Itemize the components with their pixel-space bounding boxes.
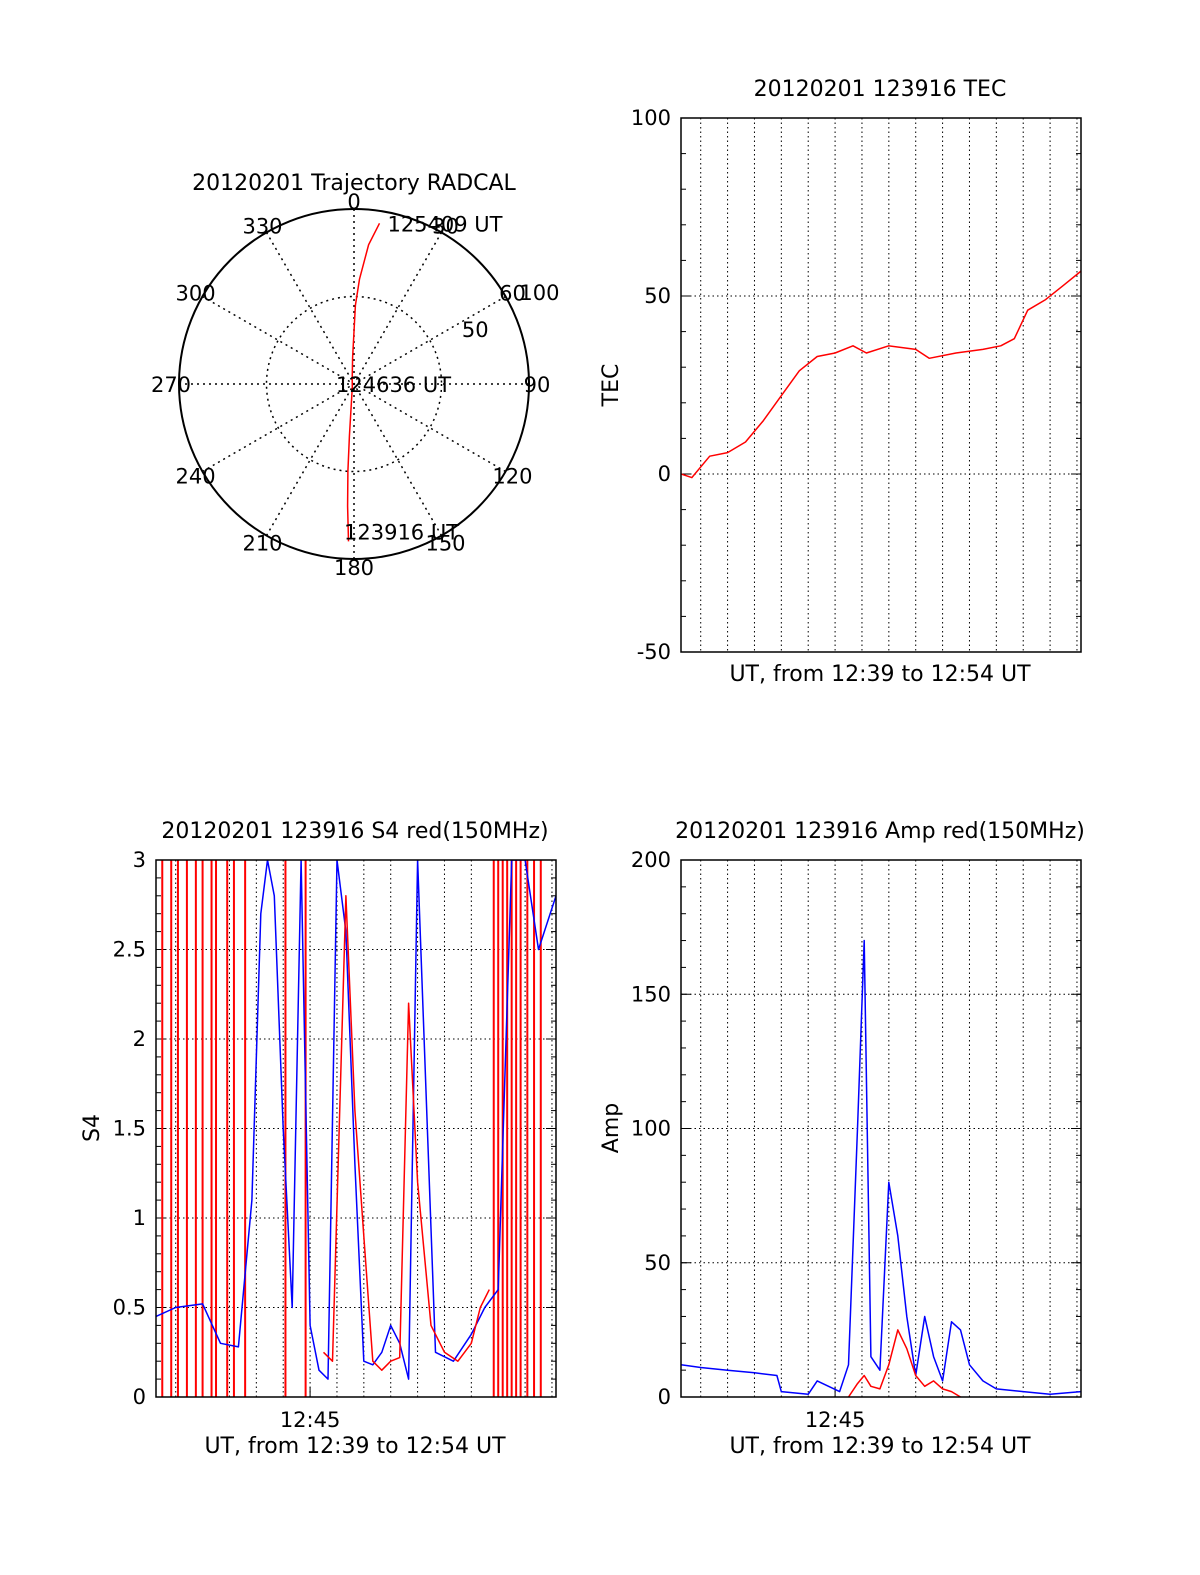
tec-title: 20120201 123916 TEC	[754, 77, 1007, 102]
y-tick-label: 0	[658, 462, 671, 486]
trajectory-annotations: 125409 UT 124636 UT 123916 UT	[336, 212, 503, 544]
polar-angle-label: 90	[524, 373, 551, 397]
polar-angle-label: 180	[334, 556, 374, 580]
plot-frame	[680, 859, 1082, 1398]
polar-angle-label: 120	[492, 465, 532, 489]
polar-angle-label: 330	[242, 215, 282, 239]
s4-plot-area: 3 2.5 2 1.5 1 0.5 0 12:45	[113, 848, 557, 1432]
tec-xlabel: UT, from 12:39 to 12:54 UT	[729, 662, 1031, 687]
amp-title: 20120201 123916 Amp red(150MHz)	[675, 819, 1085, 844]
y-tick-label: 2	[133, 1027, 146, 1051]
polar-radial-labels: 50 100	[462, 281, 560, 342]
polar-grid	[178, 208, 530, 560]
y-tick-label: -50	[637, 640, 671, 664]
data-layer	[681, 270, 1081, 479]
polar-radial-label: 50	[462, 318, 489, 342]
polar-trajectory-chart: 20120201 Trajectory RADCAL 0 30 60 90 120 150…	[151, 171, 560, 580]
s4-title: 20120201 123916 S4 red(150MHz)	[161, 819, 548, 844]
s4-ylabel: S4	[80, 1114, 105, 1142]
y-tick-label: 100	[631, 106, 671, 130]
y-tick-label: 0.5	[113, 1296, 146, 1320]
polar-angle-label: 60	[499, 282, 526, 306]
data-layer	[156, 860, 556, 1397]
series-line-1	[322, 895, 490, 1371]
x-tick-label: 12:45	[805, 1408, 866, 1432]
polar-angle-label: 0	[347, 190, 360, 214]
y-tick-label: 3	[133, 848, 146, 872]
polar-angle-label: 270	[151, 373, 191, 397]
tec-ylabel: TEC	[599, 364, 624, 408]
s4-xlabel: UT, from 12:39 to 12:54 UT	[204, 1434, 506, 1459]
y-tick-label: 150	[631, 982, 671, 1006]
data-layer	[681, 939, 1081, 1397]
y-axis-ticks: 200 150 100 50 0 12:45	[631, 848, 1081, 1432]
y-tick-label: 1.5	[113, 1117, 146, 1141]
y-axis-ticks: 100 50 0 -50	[631, 106, 1081, 664]
trajectory-line	[346, 222, 381, 542]
series-line-0	[681, 939, 1081, 1396]
series-line-0	[681, 270, 1081, 479]
polar-angle-label: 30	[432, 215, 459, 239]
polar-angle-label: 210	[242, 531, 282, 555]
amp-ylabel: Amp	[599, 1103, 624, 1153]
y-tick-label: 100	[631, 1117, 671, 1141]
y-tick-label: 1	[133, 1206, 146, 1230]
tec-chart: 20120201 123916 TEC 100 50 0 -50 UT, from 1…	[599, 77, 1082, 687]
y-axis-ticks: 3 2.5 2 1.5 1 0.5 0 12:45	[113, 848, 556, 1432]
series-line-1	[847, 1329, 961, 1397]
y-tick-label: 0	[133, 1385, 146, 1409]
polar-angle-label: 300	[175, 282, 215, 306]
polar-title: 20120201 Trajectory RADCAL	[192, 171, 516, 196]
amp-chart: 20120201 123916 Amp red(150MHz) 200 150 10…	[599, 819, 1085, 1459]
plot-frame	[680, 117, 1082, 653]
s4-chart: 20120201 123916 S4 red(150MHz) 3 2.5 2 1.5 1…	[80, 819, 557, 1459]
grid-lines	[681, 860, 1081, 1397]
plot-frame	[155, 859, 557, 1398]
y-tick-label: 50	[644, 1251, 671, 1275]
trajectory-annotation: 124636 UT	[336, 373, 451, 397]
amp-xlabel: UT, from 12:39 to 12:54 UT	[729, 1434, 1031, 1459]
series-line-0	[156, 860, 556, 1380]
trajectory-annotation: 123916 UT	[344, 521, 459, 545]
polar-spoke	[265, 232, 443, 536]
trajectory-annotation: 125409 UT	[387, 212, 502, 236]
tec-plot-area: 100 50 0 -50	[631, 106, 1082, 664]
polar-angle-label: 150	[425, 531, 465, 555]
y-tick-label: 2.5	[113, 938, 146, 962]
y-tick-label: 0	[658, 1385, 671, 1409]
grid-lines	[681, 118, 1081, 652]
amp-plot-area: 200 150 100 50 0 12:45	[631, 848, 1082, 1432]
polar-angle-labels: 0 30 60 90 120 150 180 210 240 270 300 330	[151, 190, 550, 580]
y-tick-label: 200	[631, 848, 671, 872]
polar-angle-label: 240	[175, 465, 215, 489]
x-tick-label: 12:45	[280, 1408, 341, 1432]
y-tick-label: 50	[644, 284, 671, 308]
polar-inner-circle	[265, 295, 443, 473]
grid-lines	[156, 860, 556, 1397]
polar-radial-label: 100	[519, 281, 559, 305]
